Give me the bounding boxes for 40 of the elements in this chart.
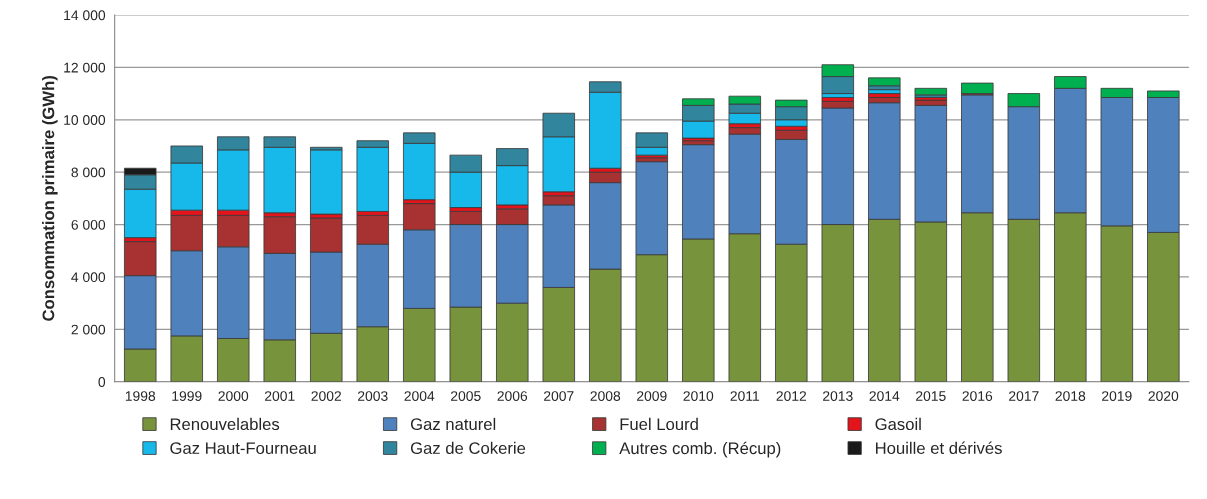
x-tick-label: 1998 — [125, 391, 156, 401]
x-tick-label: 2000 — [218, 391, 249, 401]
y-tick-label: 14 000 — [64, 10, 106, 21]
legend-label: Gaz naturel — [410, 417, 496, 431]
y-tick-label: 2 000 — [71, 324, 106, 335]
x-tick-label: 2008 — [590, 391, 621, 401]
y-tick-label: 12 000 — [64, 62, 106, 73]
x-tick-label: 2004 — [404, 391, 435, 401]
x-tick-label: 2020 — [1148, 391, 1179, 401]
x-tick-label: 2012 — [776, 391, 807, 401]
x-tick-label: 2016 — [962, 391, 993, 401]
x-tick-label: 2003 — [358, 391, 388, 401]
x-tick-label: 2013 — [823, 391, 853, 401]
y-axis-title: Consommation primaire (GWh) — [42, 76, 58, 321]
y-tick-label: 10 000 — [64, 115, 106, 125]
y-tick-label: 0 — [98, 377, 106, 387]
legend-label: Houille et dérivés — [876, 441, 1002, 455]
legend-label: Fuel Lourd — [620, 417, 698, 431]
x-tick-label: 2017 — [1009, 391, 1039, 401]
legend-label: Gasoil — [875, 417, 921, 431]
y-tick-label: 6 000 — [71, 219, 106, 230]
legend-label: Gaz de Cokerie — [410, 441, 526, 455]
x-tick-label: 2018 — [1055, 391, 1086, 401]
x-tick-label: 2002 — [311, 391, 342, 401]
legend-label: Renouvelables — [170, 417, 280, 431]
x-tick-label: 2019 — [1102, 391, 1132, 401]
legend-label: Gaz Haut-Fourneau — [170, 442, 316, 455]
x-tick-label: 2010 — [683, 391, 714, 401]
x-tick-label: 1999 — [172, 391, 202, 401]
x-tick-label: 2005 — [451, 391, 481, 401]
y-tick-label: 8 000 — [71, 167, 106, 178]
y-tick-label: 4 000 — [71, 272, 106, 283]
x-tick-label: 2001 — [265, 391, 295, 401]
x-tick-label: 2009 — [637, 391, 667, 401]
x-tick-label: 2015 — [916, 391, 946, 401]
x-tick-label: 2011 — [730, 391, 760, 401]
x-tick-label: 2014 — [869, 391, 900, 401]
x-tick-label: 2006 — [497, 391, 528, 401]
x-tick-label: 2007 — [544, 391, 574, 401]
legend-label: Autres comb. (Récup) — [619, 441, 781, 458]
